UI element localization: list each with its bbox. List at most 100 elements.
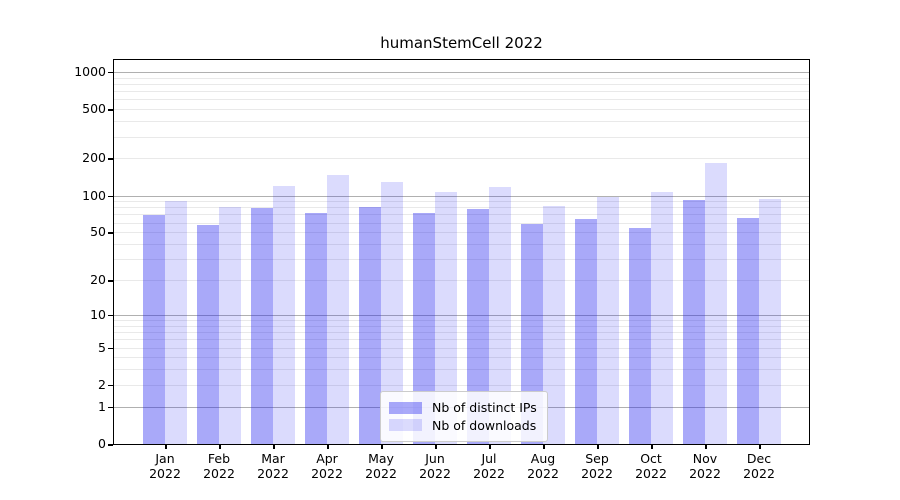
bar-distinct-ips-jul — [467, 209, 489, 444]
bar-distinct-ips-feb — [197, 225, 219, 444]
x-tick-label-jan: Jan 2022 — [133, 451, 197, 481]
y-tick-mark-100 — [108, 195, 113, 197]
x-tick-label-mar: Mar 2022 — [241, 451, 305, 481]
y-tick-mark-5 — [108, 347, 113, 349]
gridline-major-10 — [114, 314, 809, 316]
x-tick-year: 2022 — [635, 466, 667, 481]
x-tick-mark-may — [381, 445, 383, 449]
y-tick-mark-2 — [108, 384, 113, 387]
y-tick-label-20: 20 — [90, 272, 106, 287]
gridline-minor-9 — [114, 320, 809, 321]
x-tick-month: Dec — [746, 451, 772, 466]
bar-downloads-apr — [327, 175, 349, 444]
x-tick-year: 2022 — [743, 466, 775, 481]
gridline-minor-80 — [114, 207, 809, 209]
gridline-minor-800 — [114, 83, 809, 85]
y-tick-mark-200 — [108, 158, 113, 160]
gridline-minor-5 — [114, 347, 809, 349]
x-tick-mark-aug — [543, 445, 545, 449]
gridline-major-1000 — [114, 71, 809, 73]
bar-distinct-ips-aug — [521, 223, 543, 444]
gridline-minor-60 — [114, 222, 809, 224]
y-tick-label-1000: 1000 — [74, 63, 106, 79]
x-tick-label-sep: Sep 2022 — [565, 451, 629, 481]
y-tick-mark-10 — [108, 314, 113, 317]
x-tick-month: Aug — [530, 451, 556, 466]
x-tick-year: 2022 — [581, 466, 613, 481]
x-tick-year: 2022 — [689, 466, 721, 481]
x-tick-month: Nov — [692, 451, 718, 466]
x-tick-mark-jul — [489, 445, 491, 449]
plot-area — [113, 59, 810, 445]
gridline-minor-4 — [114, 357, 809, 359]
legend-swatch-distinct-ips — [389, 401, 422, 414]
bar-downloads-jan — [165, 201, 187, 444]
legend-row-downloads: Nb of downloads — [389, 417, 537, 433]
x-tick-label-jul: Jul 2022 — [457, 451, 521, 481]
x-tick-month: Jul — [481, 451, 497, 466]
gridline-minor-7 — [114, 332, 809, 333]
x-tick-mark-feb — [219, 445, 221, 449]
x-tick-year: 2022 — [365, 466, 397, 481]
x-tick-mark-dec — [759, 445, 761, 449]
y-tick-label-50: 50 — [90, 224, 106, 240]
y-tick-label-100: 100 — [82, 187, 106, 203]
bar-downloads-dec — [759, 198, 781, 444]
y-tick-label-1: 1 — [98, 398, 106, 414]
gridline-minor-8 — [114, 325, 809, 327]
x-tick-label-jun: Jun 2022 — [403, 451, 467, 481]
legend-label-distinct-ips: Nb of distinct IPs — [432, 400, 537, 415]
gridline-minor-40 — [114, 244, 809, 245]
x-tick-label-apr: Apr 2022 — [295, 451, 359, 481]
gridline-minor-50 — [114, 232, 809, 234]
gridline-minor-600 — [114, 99, 809, 101]
x-tick-year: 2022 — [419, 466, 451, 481]
gridline-minor-700 — [114, 91, 809, 93]
bar-distinct-ips-jan — [143, 215, 165, 444]
x-tick-month: Feb — [207, 451, 231, 466]
x-tick-year: 2022 — [257, 466, 289, 481]
legend-row-distinct-ips: Nb of distinct IPs — [389, 400, 537, 416]
bar-downloads-sep — [597, 197, 619, 444]
y-tick-mark-0 — [108, 444, 113, 446]
x-tick-label-may: May 2022 — [349, 451, 413, 481]
gridline-minor-2 — [114, 384, 809, 386]
gridline-minor-300 — [114, 136, 809, 138]
y-tick-mark-500 — [108, 109, 113, 111]
gridline-minor-200 — [114, 158, 809, 160]
gridline-minor-70 — [114, 214, 809, 216]
gridline-major-100 — [114, 195, 809, 197]
bar-downloads-mar — [273, 186, 295, 444]
gridline-minor-500 — [114, 109, 809, 111]
x-tick-mark-nov — [705, 445, 707, 449]
x-tick-month: May — [368, 451, 394, 466]
bar-distinct-ips-sep — [575, 219, 597, 444]
bar-downloads-feb — [219, 206, 241, 444]
bar-distinct-ips-may — [359, 207, 381, 444]
x-tick-mark-jun — [435, 445, 437, 449]
y-tick-label-500: 500 — [82, 101, 106, 117]
x-tick-label-feb: Feb 2022 — [187, 451, 251, 481]
y-tick-label-200: 200 — [82, 150, 106, 166]
x-tick-mark-sep — [597, 445, 599, 449]
x-tick-year: 2022 — [311, 466, 343, 481]
x-tick-label-aug: Aug 2022 — [511, 451, 575, 481]
bar-distinct-ips-oct — [629, 228, 651, 444]
y-tick-mark-1000 — [108, 71, 113, 74]
y-tick-mark-50 — [108, 232, 113, 234]
gridline-minor-30 — [114, 259, 809, 261]
x-tick-year: 2022 — [473, 466, 505, 481]
x-tick-month: Jun — [425, 451, 445, 466]
bar-distinct-ips-dec — [737, 217, 759, 444]
x-tick-mark-apr — [327, 445, 329, 449]
x-tick-month: Oct — [640, 451, 662, 466]
bar-distinct-ips-jun — [413, 212, 435, 444]
x-tick-mark-oct — [651, 445, 653, 449]
y-tick-label-0: 0 — [98, 436, 106, 451]
bar-downloads-nov — [705, 162, 727, 444]
x-tick-year: 2022 — [203, 466, 235, 481]
bar-distinct-ips-nov — [683, 199, 705, 444]
x-tick-label-oct: Oct 2022 — [619, 451, 683, 481]
x-tick-mark-jan — [165, 445, 167, 449]
